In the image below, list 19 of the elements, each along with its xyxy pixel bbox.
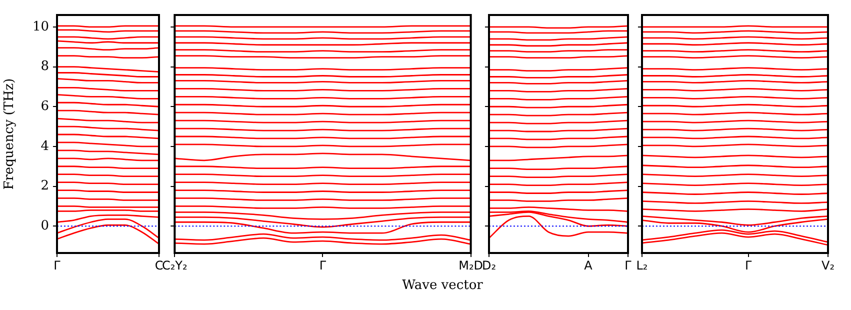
y-tick-label: 0 <box>40 218 49 234</box>
x-tick-label: Γ <box>744 258 752 272</box>
x-tick-label: V₂ <box>821 258 835 272</box>
y-tick-label: 6 <box>40 98 49 114</box>
y-tick-label: 10 <box>32 19 49 34</box>
x-tick-label: Γ <box>54 258 61 272</box>
y-tick-label: 8 <box>40 59 49 74</box>
x-tick-label: Γ <box>319 258 326 272</box>
x-tick-label: L₂ <box>636 258 648 272</box>
x-tick-label: D₂ <box>482 258 496 272</box>
x-tick-label: Γ <box>624 258 632 272</box>
y-tick-label: 2 <box>40 178 49 194</box>
y-tick-label: 4 <box>40 138 49 154</box>
x-tick-label: M₂D <box>458 258 483 272</box>
x-axis-title: Wave vector <box>401 278 484 293</box>
y-axis-title: Frequency (THz) <box>2 78 18 190</box>
x-tick-label: A <box>584 258 594 272</box>
x-tick-label: C₂Y₂ <box>162 258 188 272</box>
x-tick-label: C <box>154 258 164 272</box>
